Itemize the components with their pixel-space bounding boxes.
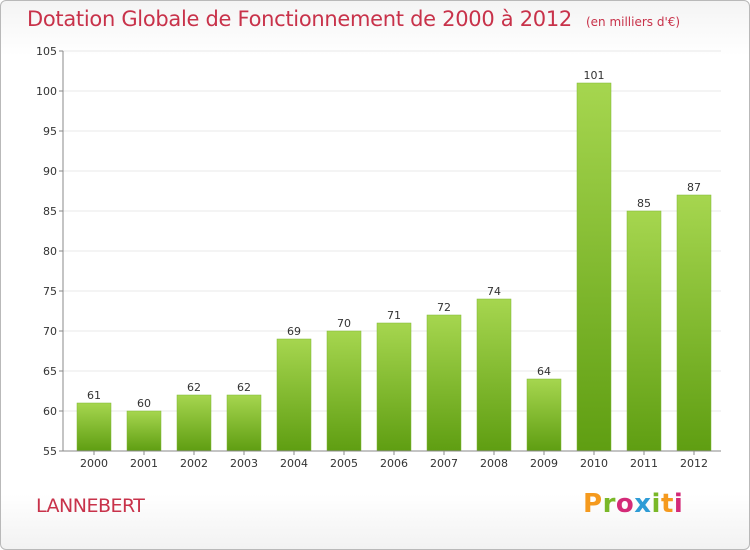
y-tick-label: 90: [43, 165, 57, 178]
value-label: 71: [387, 309, 401, 322]
logo-letter: t: [660, 489, 674, 519]
value-label: 62: [237, 381, 251, 394]
chart-subtitle: (en milliers d'€): [585, 15, 681, 29]
commune-name: LANNEBERT: [36, 495, 145, 517]
logo-letter: i: [673, 489, 684, 519]
bar: [426, 314, 462, 452]
bar: [476, 298, 512, 452]
y-tick-label: 105: [36, 45, 57, 58]
value-label: 60: [137, 397, 151, 410]
x-tick-label: 2008: [480, 457, 508, 470]
x-tick-label: 2006: [380, 457, 408, 470]
bar: [326, 330, 362, 452]
value-label: 72: [437, 301, 451, 314]
x-tick-label: 2007: [430, 457, 458, 470]
x-tick-label: 2000: [80, 457, 108, 470]
value-label: 85: [637, 197, 651, 210]
bars: 61 60 62 62 69 70 71 72 74 64 101 85 87: [76, 69, 712, 452]
bar: [226, 394, 262, 452]
x-tick-label: 2001: [130, 457, 158, 470]
bar: [576, 82, 612, 452]
value-label: 74: [487, 285, 501, 298]
bar: [126, 410, 162, 452]
bar: [626, 210, 662, 452]
x-tick-label: 2004: [280, 457, 308, 470]
logo-letter: o: [615, 489, 635, 519]
y-tick-label: 75: [43, 285, 57, 298]
x-tick-label: 2011: [630, 457, 658, 470]
y-tick-label: 95: [43, 125, 57, 138]
bar: [676, 194, 712, 452]
value-label: 64: [537, 365, 551, 378]
y-tick-label: 100: [36, 85, 57, 98]
x-tick-label: 2002: [180, 457, 208, 470]
value-label: 69: [287, 325, 301, 338]
logo-letter: i: [651, 489, 661, 519]
bar: [526, 378, 562, 452]
x-tick-label: 2009: [530, 457, 558, 470]
logo-letter: P: [583, 489, 603, 519]
y-tick-label: 70: [43, 325, 57, 338]
value-label: 101: [584, 69, 605, 82]
bar: [76, 402, 112, 452]
chart-title: Dotation Globale de Fonctionnement de 20…: [27, 7, 680, 31]
bar: [376, 322, 412, 452]
logo-letter: x: [634, 489, 652, 519]
x-tick-label: 2003: [230, 457, 258, 470]
value-label: 61: [87, 389, 101, 402]
x-tick-label: 2005: [330, 457, 358, 470]
value-label: 62: [187, 381, 201, 394]
proxiti-logo[interactable]: Proxiti: [583, 489, 683, 519]
bar: [176, 394, 212, 452]
axes: 55 60 65 70 75 80 85 90 95 100 105 2000 2001 2002 2003…: [36, 45, 721, 470]
bar: [276, 338, 312, 452]
y-tick-label: 65: [43, 365, 57, 378]
y-tick-label: 55: [43, 445, 57, 458]
y-tick-label: 85: [43, 205, 57, 218]
value-label: 87: [687, 181, 701, 194]
title-text: Dotation Globale de Fonctionnement de 20…: [27, 7, 572, 31]
x-tick-label: 2012: [680, 457, 708, 470]
logo-letter: r: [602, 489, 616, 519]
value-label: 70: [337, 317, 351, 330]
y-tick-label: 80: [43, 245, 57, 258]
x-tick-label: 2010: [580, 457, 608, 470]
y-tick-label: 60: [43, 405, 57, 418]
